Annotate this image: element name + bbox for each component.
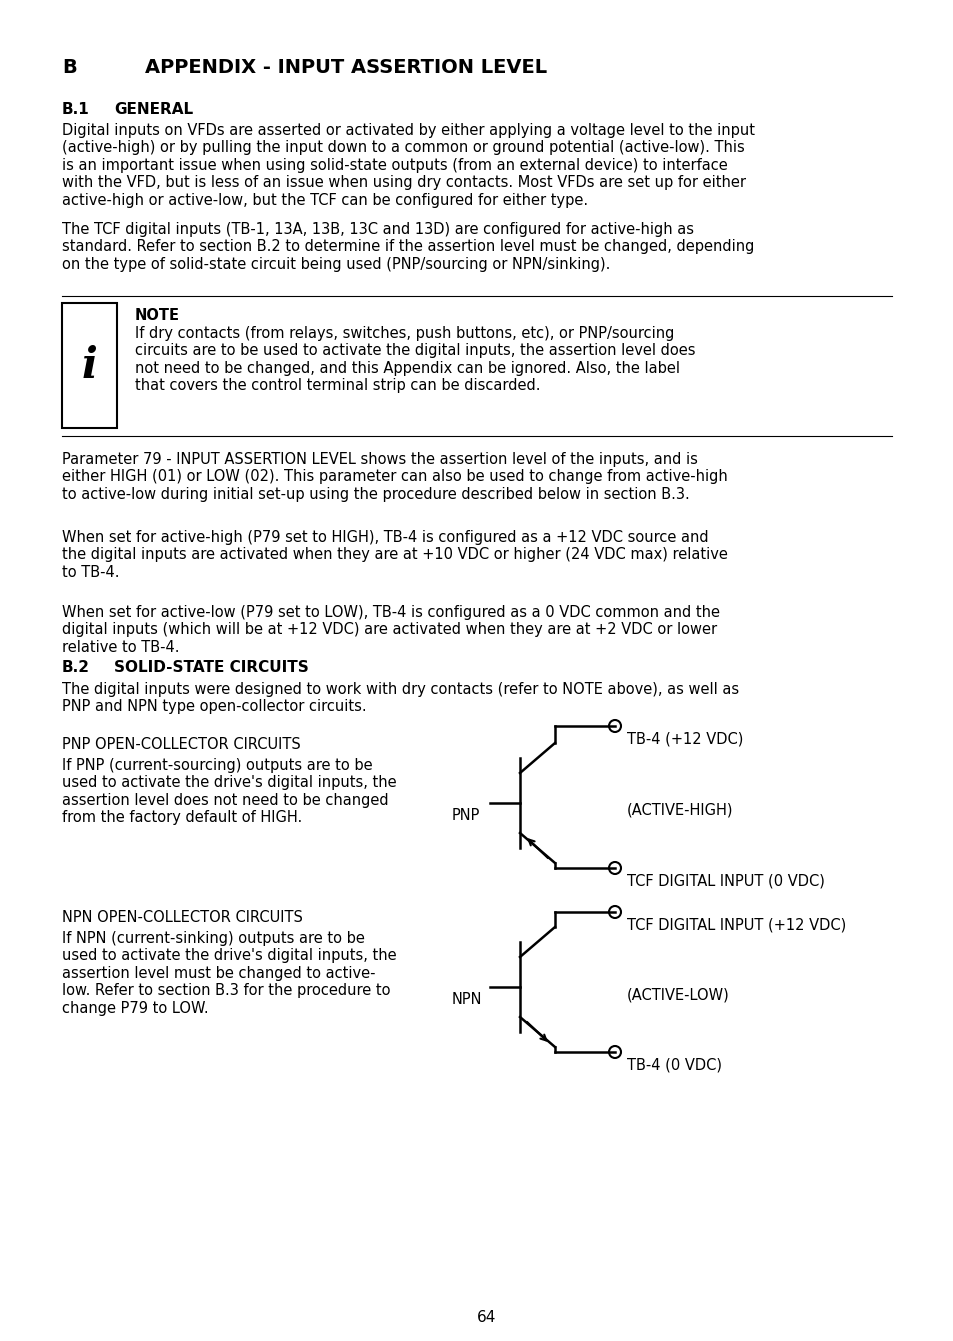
Text: The TCF digital inputs (TB-1, 13A, 13B, 13C and 13D) are configured for active-h: The TCF digital inputs (TB-1, 13A, 13B, …: [62, 223, 754, 272]
Text: When set for active-high (P79 set to HIGH), TB-4 is configured as a +12 VDC sour: When set for active-high (P79 set to HIG…: [62, 530, 727, 579]
Text: PNP OPEN-COLLECTOR CIRCUITS: PNP OPEN-COLLECTOR CIRCUITS: [62, 738, 300, 752]
Text: (ACTIVE-HIGH): (ACTIVE-HIGH): [626, 802, 733, 817]
Text: i: i: [81, 345, 97, 386]
Text: APPENDIX - INPUT ASSERTION LEVEL: APPENDIX - INPUT ASSERTION LEVEL: [145, 58, 547, 76]
Text: 64: 64: [476, 1310, 496, 1325]
Text: TCF DIGITAL INPUT (+12 VDC): TCF DIGITAL INPUT (+12 VDC): [626, 917, 845, 932]
Text: TB-4 (0 VDC): TB-4 (0 VDC): [626, 1057, 721, 1071]
Text: Parameter 79 - INPUT ASSERTION LEVEL shows the assertion level of the inputs, an: Parameter 79 - INPUT ASSERTION LEVEL sho…: [62, 452, 727, 502]
Text: PNP: PNP: [452, 809, 480, 823]
Text: NPN OPEN-COLLECTOR CIRCUITS: NPN OPEN-COLLECTOR CIRCUITS: [62, 911, 302, 925]
Text: B.1: B.1: [62, 102, 90, 117]
Bar: [62, 303, 117, 428]
Text: When set for active-low (P79 set to LOW), TB-4 is configured as a 0 VDC common a: When set for active-low (P79 set to LOW)…: [62, 605, 720, 654]
Text: Digital inputs on VFDs are asserted or activated by either applying a voltage le: Digital inputs on VFDs are asserted or a…: [62, 123, 754, 208]
Text: If PNP (current-sourcing) outputs are to be
used to activate the drive's digital: If PNP (current-sourcing) outputs are to…: [62, 758, 396, 825]
Text: GENERAL: GENERAL: [113, 102, 193, 117]
Text: TCF DIGITAL INPUT (0 VDC): TCF DIGITAL INPUT (0 VDC): [626, 873, 824, 888]
Text: The digital inputs were designed to work with dry contacts (refer to NOTE above): The digital inputs were designed to work…: [62, 683, 739, 715]
Text: If NPN (current-sinking) outputs are to be
used to activate the drive's digital : If NPN (current-sinking) outputs are to …: [62, 931, 396, 1015]
Text: NPN: NPN: [452, 992, 482, 1007]
Text: TB-4 (+12 VDC): TB-4 (+12 VDC): [626, 731, 742, 746]
Text: NOTE: NOTE: [135, 308, 180, 323]
Text: (ACTIVE-LOW): (ACTIVE-LOW): [626, 987, 729, 1002]
Text: SOLID-STATE CIRCUITS: SOLID-STATE CIRCUITS: [113, 660, 309, 675]
Text: B.2: B.2: [62, 660, 90, 675]
Text: B: B: [62, 58, 76, 76]
Text: If dry contacts (from relays, switches, push buttons, etc), or PNP/sourcing
circ: If dry contacts (from relays, switches, …: [135, 326, 695, 393]
